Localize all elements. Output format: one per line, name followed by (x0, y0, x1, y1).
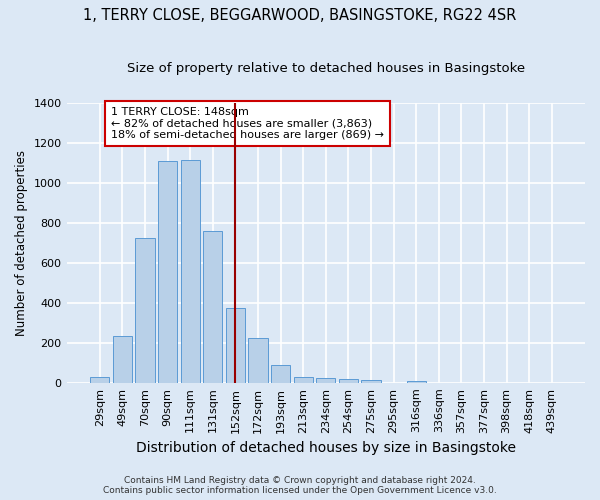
Bar (339, 379, 358, 383)
Bar (271, 365, 290, 383)
Text: 1 TERRY CLOSE: 148sqm
← 82% of detached houses are smaller (3,863)
18% of semi-d: 1 TERRY CLOSE: 148sqm ← 82% of detached … (111, 107, 384, 140)
Text: 1, TERRY CLOSE, BEGGARWOOD, BASINGSTOKE, RG22 4SR: 1, TERRY CLOSE, BEGGARWOOD, BASINGSTOKE,… (83, 8, 517, 22)
Bar (361, 380, 380, 383)
Bar (90, 377, 109, 383)
Bar (181, 160, 200, 383)
Bar (226, 308, 245, 383)
Title: Size of property relative to detached houses in Basingstoke: Size of property relative to detached ho… (127, 62, 525, 76)
Bar (248, 338, 268, 383)
X-axis label: Distribution of detached houses by size in Basingstoke: Distribution of detached houses by size … (136, 441, 516, 455)
Bar (407, 381, 426, 383)
Bar (158, 161, 177, 383)
Y-axis label: Number of detached properties: Number of detached properties (15, 150, 28, 336)
Text: Contains HM Land Registry data © Crown copyright and database right 2024.
Contai: Contains HM Land Registry data © Crown c… (103, 476, 497, 495)
Bar (316, 378, 335, 383)
Bar (136, 238, 155, 383)
Bar (203, 231, 223, 383)
Bar (113, 336, 132, 383)
Bar (293, 377, 313, 383)
